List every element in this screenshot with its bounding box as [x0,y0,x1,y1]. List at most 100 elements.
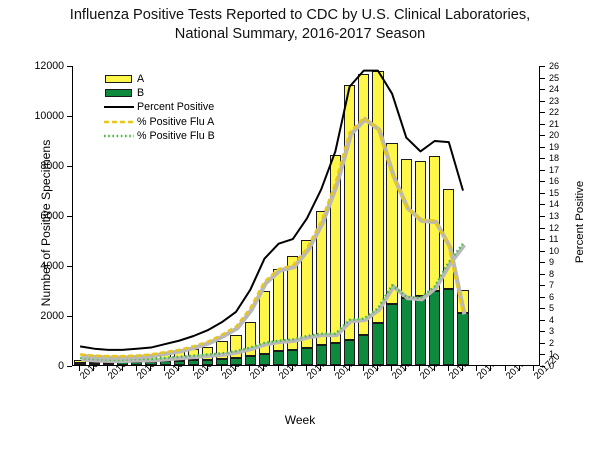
x-axis-tick [504,366,506,371]
y-axis-right-tick-label: 18 [549,153,560,164]
bar-segment-a [230,335,242,358]
x-axis-tick [518,366,520,371]
bar-segment-b [74,362,86,365]
bar-series-group [73,66,539,365]
y-axis-right-tick [540,77,545,79]
y-axis-right-tick-label: 14 [549,199,560,210]
bar-segment-a [202,346,214,360]
line-shadow-% Positive Flu B [81,243,466,364]
legend-label: B [137,87,145,100]
legend-item: % Positive Flu A [104,115,254,129]
chart-title: Influenza Positive Tests Reported to CDC… [0,6,600,44]
bar-201708 [358,73,370,365]
x-axis-label: Week [284,413,316,427]
y-axis-right-tick-label: 9 [549,257,555,268]
legend-key-dashed-line [104,115,134,129]
y-axis-right-tick-label: 13 [549,211,560,221]
x-axis-tick [178,366,180,371]
x-axis-tick [206,366,208,371]
x-axis-tick [135,366,137,371]
legend-key-box [104,86,134,100]
line--positive-flu-a [79,116,465,358]
y-axis-left-tick [67,316,72,317]
x-axis-tick [121,366,123,371]
y-axis-right-tick-label: 0 [549,361,555,371]
x-axis-tick [433,366,435,371]
bar-segment-b [244,355,256,365]
bar-segment-b [173,360,186,365]
y-axis-right-tick [540,100,545,102]
bar-segment-a [414,161,427,297]
x-axis-tick [164,366,166,371]
y-axis-left-tick-label: 6000 [40,210,64,222]
y-axis-left-label: Number of Positive Specimens [39,139,53,307]
plot-area [72,66,540,366]
x-axis-tick [107,366,109,371]
legend-key-box [104,72,134,86]
y-axis-right-tick-label: 24 [549,84,560,95]
y-axis-right-label: Percent Positive [574,180,586,264]
x-axis-tick [447,366,449,371]
legend-item: B [104,86,254,100]
x-axis-tick [79,366,81,371]
bar-segment-a [244,322,256,356]
y-axis-left-tick-label: 8000 [40,160,64,172]
y-axis-right-tick-label: 15 [549,187,560,198]
x-axis-tick [376,366,378,371]
bar-segment-b [428,291,441,365]
bar-201650 [216,341,228,365]
bar-segment-b [88,362,100,365]
y-axis-right-tick-label: 23 [549,95,560,106]
y-axis-right-tick [540,123,545,125]
bar-201706 [329,155,342,365]
y-axis-right: 0 1 2 3 4 5 6 7 8 9 10 11 12 13 14 15 16 17 18 19 20 21 22 23 24… [540,0,600,450]
bar-201704 [301,240,313,365]
y-axis-right-tick-label: 16 [549,176,560,187]
y-axis-right-tick-label: 20 [549,130,560,141]
x-axis-tick [150,366,151,371]
y-axis-right-tick [540,146,545,148]
legend-line-sample [104,120,134,123]
x-axis-tick [320,366,322,371]
chart-title-line-2: National Summary, 2016-2017 Season [174,26,426,42]
bar-segment-b [315,345,327,365]
line-shadow-% Positive Flu A [81,116,467,360]
x-axis-tick [192,366,194,371]
x-axis-tick [93,366,95,371]
bar-segment-b [202,359,214,365]
y-axis-right-tick-label: 17 [549,164,560,175]
bar-segment-a [216,341,228,359]
y-axis-right-tick [540,296,545,298]
legend-label: % Positive Flu A [137,115,215,128]
y-axis-right-tick [540,262,545,264]
y-axis-left-tick [67,366,72,367]
y-axis-right-tick [540,204,545,206]
y-axis-right-tick-label: 25 [549,72,560,83]
x-axis-tick [476,366,478,371]
chart-title-line-1: Influenza Positive Tests Reported to CDC… [69,7,531,23]
y-axis-left-tick-label: 4000 [40,260,64,272]
y-axis-left-tick [67,266,72,267]
x-axis-tick [348,366,350,371]
bar-segment-b [159,361,171,365]
y-axis-right-tick-label: 3 [549,326,555,337]
y-axis-left-tick-label: 12000 [34,60,64,72]
legend-key-solid-line [104,100,134,114]
legend-swatch [105,75,132,84]
legend-key-dotted-line [104,129,134,143]
x-axis-tick [306,366,307,371]
bar-segment-b [329,342,342,365]
x-axis-tick [532,366,534,371]
y-axis-left-tick [67,116,72,117]
legend-line-sample [104,134,134,138]
line-series-group [79,69,467,364]
y-axis-left: 0 2000 4000 6000 8000 10000 12000 [0,0,72,450]
legend-label: Percent Positive [137,101,215,114]
bar-201710 [386,142,398,365]
x-axis-tick [277,366,279,371]
x-axis-tick [462,366,463,371]
y-axis-right-tick [540,331,545,333]
bar-segment-a [386,142,398,304]
bar-segment-b [386,303,398,365]
bar-segment-b [216,358,228,365]
